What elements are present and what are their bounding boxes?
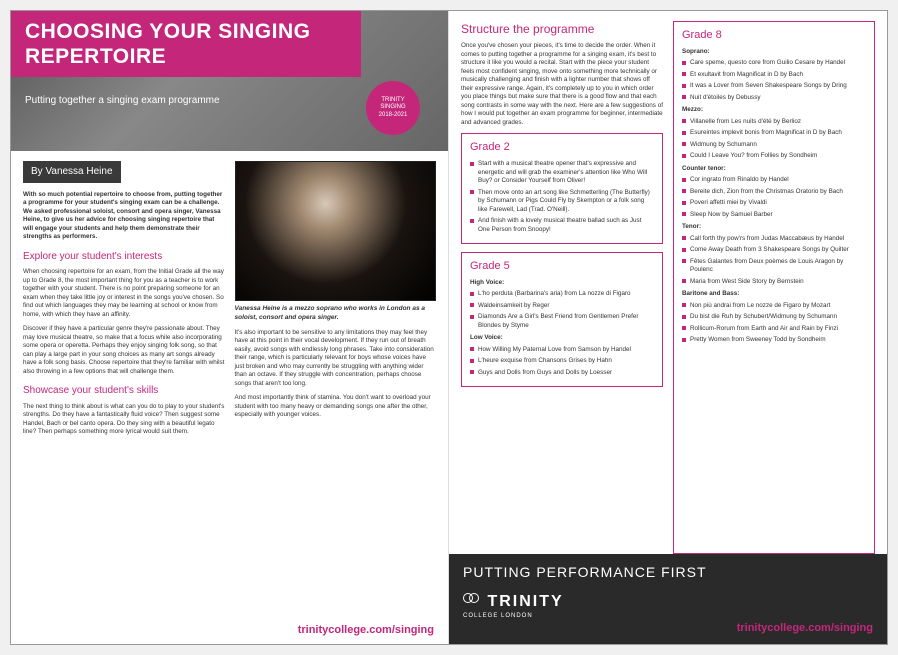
right-body: Structure the programme Once you've chos… xyxy=(449,11,887,554)
trinity-logo: TRINITY COLLEGE LONDON xyxy=(463,592,873,619)
photo-caption: Vanessa Heine is a mezzo soprano who wor… xyxy=(235,305,437,323)
list-item: Villanelle from Les nuits d'été by Berli… xyxy=(682,118,866,127)
list-item: Come Away Death from 3 Shakespeare Songs… xyxy=(682,246,866,255)
intro-text: With so much potential repertoire to cho… xyxy=(23,191,225,242)
list-item: Esureintes implevit bonis from Magnifica… xyxy=(682,129,866,138)
badge-line: SINGING xyxy=(366,104,420,111)
list-item: Start with a musical theatre opener that… xyxy=(470,160,654,186)
list-item: And finish with a lovely musical theatre… xyxy=(470,217,654,234)
list-item: Du bist die Ruh by Schubert/Widmung by S… xyxy=(682,313,866,322)
col-rleft: Structure the programme Once you've chos… xyxy=(461,21,663,554)
author-photo xyxy=(235,161,437,301)
page-right: Structure the programme Once you've chos… xyxy=(449,11,887,644)
heading: Structure the programme xyxy=(461,21,663,37)
byline: By Vanessa Heine xyxy=(23,161,121,183)
footer-url[interactable]: trinitycollege.com/singing xyxy=(737,622,873,634)
voice-sub: Tenor: xyxy=(682,223,866,232)
list-item: Nuit d'étoiles by Debussy xyxy=(682,94,866,103)
list-item: How Willing My Paternal Love from Samson… xyxy=(470,346,654,355)
list-item: Maria from West Side Story by Bernstein xyxy=(682,278,866,287)
col-left: By Vanessa Heine With so much potential … xyxy=(23,161,225,443)
list-item: Waldeinsamkeit by Reger xyxy=(470,302,654,311)
grade-title: Grade 5 xyxy=(470,259,654,274)
grade-title: Grade 2 xyxy=(470,140,654,155)
brand-name: TRINITY xyxy=(487,593,563,610)
list-item: Call forth thy pow'rs from Judas Maccabæ… xyxy=(682,235,866,244)
voice-sub: Baritone and Bass: xyxy=(682,290,866,299)
grade5-lv-list: How Willing My Paternal Love from Samson… xyxy=(470,346,654,378)
list-item: Sleep Now by Samuel Barber xyxy=(682,211,866,220)
voice-sub: Mezzo: xyxy=(682,106,866,115)
list-item: Rollicum-Rorum from Earth and Air and Ra… xyxy=(682,325,866,334)
url-link[interactable]: trinitycollege.com/singing xyxy=(298,624,434,636)
footer-title: PUTTING PERFORMANCE FIRST xyxy=(463,564,873,580)
heading: Showcase your student's skills xyxy=(23,384,225,398)
page-left: CHOOSING YOUR SINGING REPERTOIRE Putting… xyxy=(11,11,449,644)
brand-sub: COLLEGE LONDON xyxy=(463,613,873,619)
list-item: Poveri affetti miei by Vivaldi xyxy=(682,199,866,208)
body-text: The next thing to think about is what ca… xyxy=(23,403,225,437)
list-item: Then move onto an art song like Schmette… xyxy=(470,189,654,215)
list-item: Non più andrai from Le nozze de Figaro b… xyxy=(682,302,866,311)
footer: PUTTING PERFORMANCE FIRST TRINITY COLLEG… xyxy=(449,554,887,644)
voice-sub: Counter tenor: xyxy=(682,165,866,174)
grade2-box: Grade 2 Start with a musical theatre ope… xyxy=(461,133,663,244)
list-item: Could I Leave You? from Follies by Sondh… xyxy=(682,152,866,161)
badge-line: 2018-2021 xyxy=(366,112,420,119)
body-text: Once you've chosen your pieces, it's tim… xyxy=(461,42,663,127)
grade5-box: Grade 5 High Voice: L'ho perduta (Barbar… xyxy=(461,252,663,387)
list-item: Pretty Women from Sweeney Todd by Sondhe… xyxy=(682,336,866,345)
trinity-badge: TRINITY SINGING 2018-2021 xyxy=(366,81,420,135)
list-item: Diamonds Are a Girl's Best Friend from G… xyxy=(470,313,654,330)
trinity-icon xyxy=(463,593,479,607)
body-text: Discover if they have a particular genre… xyxy=(23,325,225,376)
grade8-box: Grade 8 Soprano: Care speme, questo core… xyxy=(673,21,875,554)
list-item: Guys and Dolls from Guys and Dolls by Lo… xyxy=(470,369,654,378)
list-item: L'heure exquise from Chansons Grises by … xyxy=(470,357,654,366)
g8-list: Call forth thy pow'rs from Judas Maccabæ… xyxy=(682,235,866,287)
hero-title: CHOOSING YOUR SINGING REPERTOIRE xyxy=(11,11,361,77)
list-item: L'ho perduta (Barbarina's aria) from La … xyxy=(470,290,654,299)
heading: Explore your student's interests xyxy=(23,250,225,264)
list-item: Widmung by Schumann xyxy=(682,141,866,150)
grade-title: Grade 8 xyxy=(682,28,866,43)
list-item: Fêtes Galantes from Deux poèmes de Louis… xyxy=(682,258,866,275)
g8-list: Villanelle from Les nuits d'été by Berli… xyxy=(682,118,866,161)
grade5-hv-list: L'ho perduta (Barbarina's aria) from La … xyxy=(470,290,654,330)
list-item: It was a Lover from Seven Shakespeare So… xyxy=(682,82,866,91)
body-text: It's also important to be sensitive to a… xyxy=(235,329,437,389)
voice-sub: High Voice: xyxy=(470,279,654,288)
document-spread: CHOOSING YOUR SINGING REPERTOIRE Putting… xyxy=(10,10,888,645)
list-item: Et exultavit from Magnificat in D by Bac… xyxy=(682,71,866,80)
grade2-list: Start with a musical theatre opener that… xyxy=(470,160,654,234)
col-rright: Grade 8 Soprano: Care speme, questo core… xyxy=(673,21,875,554)
badge-line: TRINITY xyxy=(366,97,420,104)
voice-sub: Soprano: xyxy=(682,48,866,57)
g8-list: Care speme, questo core from Guilio Cesa… xyxy=(682,59,866,102)
list-item: Care speme, questo core from Guilio Cesa… xyxy=(682,59,866,68)
body-text: When choosing repertoire for an exam, fr… xyxy=(23,268,225,319)
g8-list: Non più andrai from Le nozze de Figaro b… xyxy=(682,302,866,345)
g8-list: Cor ingrato from Rinaldo by Handel Bereit… xyxy=(682,176,866,219)
voice-sub: Low Voice: xyxy=(470,334,654,343)
list-item: Bereite dich, Zion from the Christmas Or… xyxy=(682,188,866,197)
body-text: And most importantly think of stamina. Y… xyxy=(235,394,437,420)
left-body: By Vanessa Heine With so much potential … xyxy=(11,151,448,443)
col-right: Vanessa Heine is a mezzo soprano who wor… xyxy=(235,161,437,443)
hero-banner: CHOOSING YOUR SINGING REPERTOIRE Putting… xyxy=(11,11,448,151)
list-item: Cor ingrato from Rinaldo by Handel xyxy=(682,176,866,185)
